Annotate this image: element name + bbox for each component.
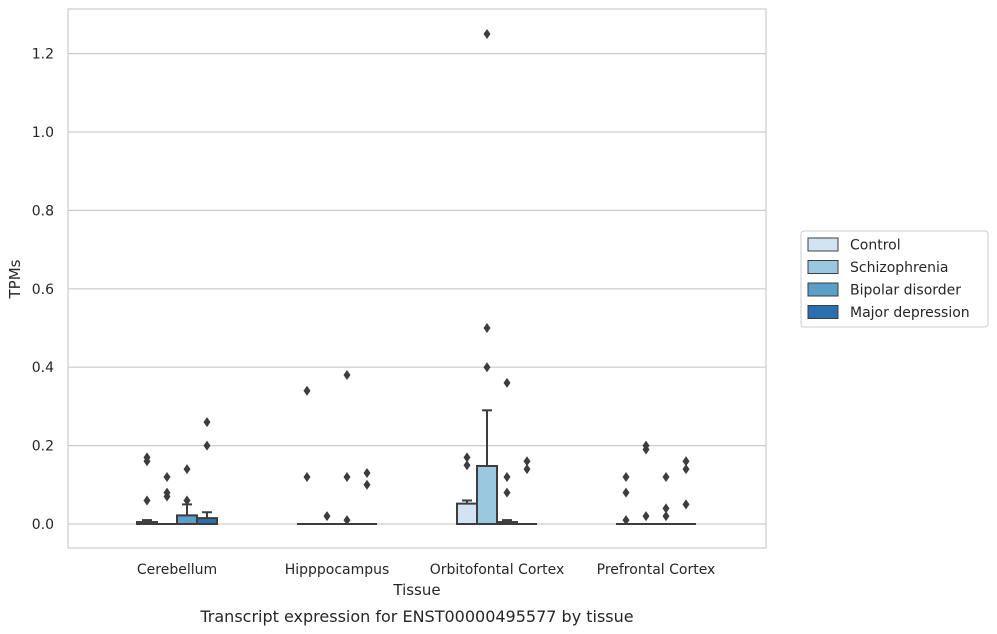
outlier-point: [143, 495, 151, 506]
box-major-depression: [676, 456, 696, 525]
outlier-point: [503, 377, 511, 388]
outlier-point: [642, 511, 650, 522]
x-tick-label: Cerebellum: [137, 562, 217, 578]
outlier-point: [163, 487, 171, 498]
box-major-depression: [517, 456, 537, 525]
outlier-point: [622, 471, 630, 482]
box-control: [456, 452, 478, 525]
box-body: [476, 464, 498, 526]
outlier-point: [523, 464, 531, 475]
box-major-depression: [357, 468, 377, 525]
legend-swatch: [807, 305, 839, 319]
box-control: [616, 471, 636, 526]
x-tick-label: Orbitofontal Cortex: [430, 562, 565, 578]
box-bipolar-disorder: [176, 464, 198, 525]
legend: Control Schizophrenia Bipolar disorder Majo…: [800, 230, 989, 328]
legend-swatch: [807, 260, 839, 274]
boxes-layer: [136, 29, 696, 526]
outlier-point: [343, 370, 351, 381]
outlier-point: [183, 464, 191, 475]
box-bipolar-disorder: [337, 370, 357, 526]
outlier-point: [163, 471, 171, 482]
legend-swatch: [807, 237, 839, 252]
box-schizophrenia: [157, 471, 177, 525]
box-body: [456, 502, 478, 525]
outlier-point: [203, 417, 211, 428]
y-tick-label: 1.0: [32, 125, 54, 141]
outlier-point: [343, 515, 351, 526]
outlier-point: [483, 323, 491, 333]
box-bipolar-disorder: [496, 377, 518, 525]
y-tick-label: 1.2: [32, 47, 54, 63]
box-major-depression: [196, 417, 218, 525]
figure-caption: Transcript expression for ENST0000049557…: [199, 607, 633, 626]
plot-area-frame: [67, 8, 767, 549]
outlier-point: [682, 499, 690, 510]
gridlines: [68, 52, 766, 525]
box-schizophrenia: [317, 511, 337, 525]
x-axis-label: Tissue: [392, 581, 440, 599]
box-schizophrenia: [476, 29, 498, 526]
outlier-point: [143, 452, 151, 463]
outlier-point: [463, 460, 471, 471]
legend-label: Control: [850, 238, 901, 254]
outlier-point: [503, 471, 511, 482]
x-axis-ticks: Cerebellum Hipppocampus Orbitofontal Corte…: [137, 562, 715, 578]
outlier-point: [203, 440, 211, 451]
y-tick-label: 0.6: [32, 282, 54, 298]
y-tick-label: 0.8: [32, 203, 54, 219]
x-tick-label: Prefrontal Cortex: [597, 562, 716, 578]
x-tick-label: Hipppocampus: [285, 562, 390, 578]
outlier-point: [303, 471, 311, 482]
legend-frame: [800, 230, 989, 328]
box-control: [297, 385, 317, 525]
outlier-point: [483, 362, 491, 373]
outlier-point: [363, 468, 371, 479]
y-tick-label: 0.4: [32, 360, 54, 376]
y-axis-label: TPMs: [6, 259, 24, 299]
box-control: [136, 452, 158, 525]
legend-label: Schizophrenia: [850, 260, 948, 276]
outlier-point: [463, 452, 471, 463]
outlier-point: [662, 503, 670, 514]
outlier-point: [662, 511, 670, 522]
outlier-point: [483, 29, 491, 39]
y-tick-label: 0.0: [32, 517, 54, 533]
outlier-point: [622, 487, 630, 498]
legend-swatch: [807, 282, 839, 297]
outlier-point: [662, 471, 670, 482]
y-axis-ticks: 0.0 0.2 0.4 0.6 0.8 1.0 1.2: [32, 47, 54, 533]
box-schizophrenia: [636, 440, 656, 525]
outlier-point: [503, 487, 511, 498]
outlier-point: [622, 515, 630, 526]
outlier-point: [343, 471, 351, 482]
outlier-point: [183, 495, 191, 506]
outlier-point: [642, 440, 650, 451]
outlier-point: [363, 479, 371, 490]
legend-label: Bipolar disorder: [850, 283, 961, 299]
outlier-point: [323, 511, 331, 522]
outlier-point: [682, 464, 690, 475]
box-body: [176, 514, 198, 525]
y-tick-label: 0.2: [32, 439, 54, 455]
box-bipolar-disorder: [656, 471, 676, 525]
outlier-point: [303, 385, 311, 396]
outlier-point: [682, 456, 690, 467]
legend-label: Major depression: [850, 305, 970, 321]
outlier-point: [523, 456, 531, 467]
